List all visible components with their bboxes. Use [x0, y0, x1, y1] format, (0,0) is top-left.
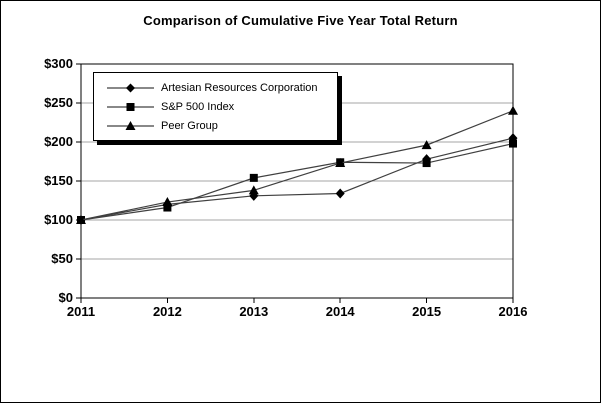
y-axis-tick-label: $150 — [44, 173, 73, 188]
square-data-point — [422, 159, 431, 168]
square-data-point — [249, 173, 258, 182]
series-triangle-line — [80, 110, 514, 221]
triangle-data-point — [335, 158, 346, 168]
y-axis-tick-label: $0 — [59, 290, 73, 305]
legend-label: S&P 500 Index — [161, 100, 235, 113]
legend-label: Artesian Resources Corporation — [161, 81, 318, 94]
y-axis-tick-label: $50 — [51, 251, 73, 266]
y-axis-tick-label: $200 — [44, 134, 73, 149]
y-axis-tick-label: $250 — [44, 95, 73, 110]
square-data-point — [509, 139, 517, 148]
legend-label: Peer Group — [161, 119, 218, 132]
chart-legend: Artesian Resources Corporation S&P 500 I… — [93, 72, 338, 141]
triangle-data-point — [248, 185, 259, 195]
triangle-data-point — [76, 215, 86, 224]
x-axis-tick-label: 2012 — [153, 304, 182, 319]
chart-title: Comparison of Cumulative Five Year Total… — [143, 13, 458, 28]
triangle-data-point — [162, 197, 173, 207]
diamond-data-point — [335, 188, 345, 199]
triangle-data-point — [421, 140, 432, 150]
square-marker-icon — [107, 102, 154, 111]
legend-item-sp500: S&P 500 Index — [107, 97, 337, 116]
x-axis-tick-label: 2014 — [326, 304, 356, 319]
legend-item-artesian: Artesian Resources Corporation — [107, 78, 337, 97]
series-square-line — [80, 142, 514, 221]
y-axis-tick-label: $300 — [44, 56, 73, 71]
triangle-marker-icon — [107, 120, 154, 130]
series-diamond-line — [80, 137, 514, 221]
diamond-marker-icon — [107, 83, 154, 92]
triangle-data-point — [508, 105, 518, 115]
x-axis-tick-label: 2015 — [412, 304, 441, 319]
y-axis-tick-label: $100 — [44, 212, 73, 227]
legend-item-peer-group: Peer Group — [107, 116, 337, 135]
x-axis-tick-label: 2016 — [499, 304, 528, 319]
x-axis-tick-label: 2013 — [239, 304, 268, 319]
x-axis-tick-label: 2011 — [67, 304, 95, 319]
